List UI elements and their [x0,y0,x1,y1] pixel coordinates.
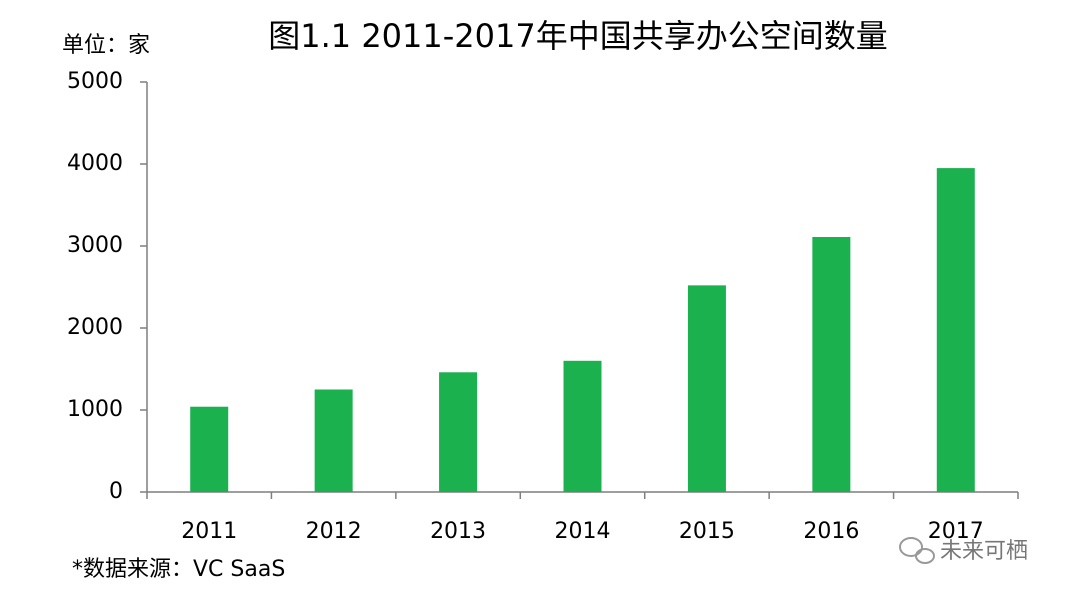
y-tick-label: 4000 [67,151,123,176]
x-tick-label: 2016 [803,519,859,544]
y-tick-label: 3000 [67,233,123,258]
bar [314,389,353,492]
y-tick-label: 2000 [67,315,123,340]
x-tick-label: 2012 [306,519,362,544]
bar [936,168,975,492]
bar [812,236,851,492]
unit-label: 单位：家 [62,33,150,58]
x-tick-label: 2017 [928,519,984,544]
y-tick-label: 1000 [67,397,123,422]
x-tick-label: 2014 [555,519,611,544]
bar [563,360,602,492]
y-tick-label: 0 [109,479,123,504]
source-note: *数据来源：VC SaaS [72,557,285,582]
x-tick-label: 2015 [679,519,735,544]
y-tick-label: 5000 [67,69,123,94]
x-tick-label: 2013 [430,519,486,544]
chart-title: 图1.1 2011-2017年中国共享办公空间数量 [268,17,888,55]
bar [190,406,229,492]
bar [439,372,478,492]
watermark-icon [899,537,935,564]
x-tick-label: 2011 [181,519,237,544]
bar [687,285,726,492]
watermark: 未来可栖 [940,539,1028,564]
